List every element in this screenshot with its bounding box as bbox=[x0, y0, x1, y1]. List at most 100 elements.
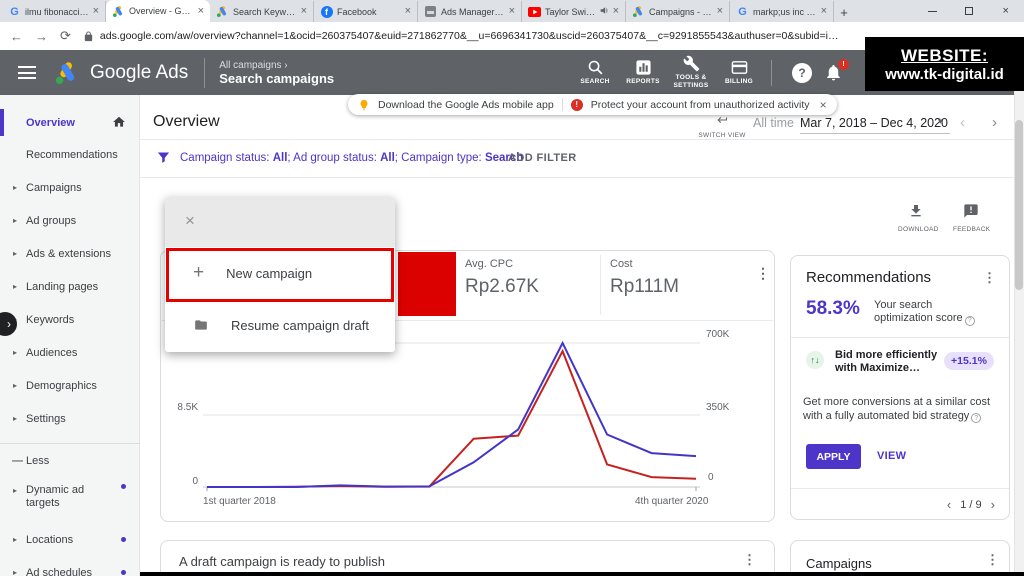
add-filter-button[interactable]: ADD FILTER bbox=[508, 152, 577, 164]
chevron-right-icon[interactable]: ▸ bbox=[13, 183, 18, 192]
apply-button[interactable]: APPLY bbox=[806, 444, 861, 469]
tab-close-icon[interactable]: × bbox=[92, 5, 99, 17]
filter-summary[interactable]: Campaign status: All; Ad group status: A… bbox=[180, 152, 524, 164]
sidebar-item-demographics[interactable]: ▸ Demographics bbox=[0, 369, 140, 402]
help-button[interactable]: ? bbox=[792, 62, 812, 83]
sidebar-item-ad-groups[interactable]: ▸ Ad groups bbox=[0, 204, 140, 237]
status-dot bbox=[121, 484, 126, 489]
sidebar-item-locations[interactable]: ▸ Locations bbox=[0, 523, 140, 556]
url-box[interactable]: ads.google.com/aw/overview?channel=1&oci… bbox=[83, 30, 1014, 42]
search-button[interactable]: SEARCH bbox=[571, 59, 619, 86]
menu-item-new-campaign[interactable]: + New campaign bbox=[193, 262, 313, 283]
breadcrumb-parent[interactable]: All campaigns › bbox=[219, 59, 288, 71]
chevron-right-icon[interactable]: ▸ bbox=[13, 216, 18, 225]
notifications-button[interactable]: ! bbox=[824, 58, 849, 83]
date-next-icon[interactable]: › bbox=[992, 114, 997, 131]
sidebar-navigation: Overview Recommendations ▸ Campaigns ▸ Ad gro… bbox=[0, 95, 140, 576]
back-icon[interactable]: ← bbox=[10, 28, 23, 44]
x-axis-label: 4th quarter 2020 bbox=[635, 496, 709, 507]
help-circle-icon[interactable]: ? bbox=[971, 413, 982, 424]
sidebar-item-landing-pages[interactable]: ▸ Landing pages bbox=[0, 270, 140, 303]
sidebar-item-ad-schedules[interactable]: ▸ Ad schedules bbox=[0, 556, 140, 576]
forward-icon[interactable]: → bbox=[35, 28, 48, 44]
close-window-button[interactable]: × bbox=[1002, 5, 1009, 17]
tab-audio-icon[interactable] bbox=[600, 6, 609, 17]
feedback-button[interactable]: FEEDBACK bbox=[953, 203, 990, 233]
chevron-right-icon[interactable]: ▸ bbox=[13, 568, 18, 576]
tab-title: Overview - Getrich bbox=[129, 6, 194, 16]
date-range-selector[interactable]: Mar 7, 2018 – Dec 4, 2020 bbox=[800, 116, 949, 130]
menu-close-icon[interactable]: × bbox=[185, 211, 195, 230]
chevron-right-icon[interactable]: ▸ bbox=[13, 486, 18, 495]
view-button[interactable]: VIEW bbox=[877, 450, 907, 462]
browser-tab[interactable]: Campaigns - Getri× bbox=[626, 1, 730, 22]
chevron-right-icon[interactable]: ▸ bbox=[13, 249, 18, 258]
sidebar-item-ads-extensions[interactable]: ▸ Ads & extensions bbox=[0, 237, 140, 270]
pager-next-icon[interactable]: › bbox=[990, 497, 995, 512]
campaigns-card-title: Campaigns bbox=[806, 556, 872, 571]
tab-close-icon[interactable]: × bbox=[404, 5, 411, 17]
tools-settings-button[interactable]: TOOLS & SETTINGS bbox=[667, 55, 715, 91]
reload-icon[interactable]: ⟳ bbox=[60, 28, 71, 43]
chevron-right-icon[interactable]: ▸ bbox=[13, 535, 18, 544]
tab-close-icon[interactable]: × bbox=[612, 5, 619, 17]
sidebar-item-overview[interactable]: Overview bbox=[0, 107, 140, 138]
chevron-right-icon[interactable]: ▸ bbox=[13, 348, 18, 357]
menu-item-resume-draft[interactable]: Resume campaign draft bbox=[165, 299, 395, 351]
tab-close-icon[interactable]: × bbox=[716, 5, 723, 17]
chevron-right-icon[interactable]: ▸ bbox=[13, 414, 18, 423]
recommendation-item-title[interactable]: Bid more efficiently with Maximize… bbox=[835, 349, 938, 374]
chevron-right-icon[interactable]: ▸ bbox=[13, 282, 18, 291]
browser-tab[interactable]: f Facebook × bbox=[314, 1, 418, 22]
help-circle-icon[interactable]: ? bbox=[964, 315, 975, 326]
address-bar: ← → ⟳ ads.google.com/aw/overview?channel… bbox=[0, 22, 1024, 50]
url-text: ads.google.com/aw/overview?channel=1&oci… bbox=[99, 30, 840, 42]
sidebar-item-less[interactable]: — Less bbox=[0, 444, 140, 477]
billing-button[interactable]: BILLING bbox=[715, 59, 763, 86]
page-scrollbar[interactable] bbox=[1014, 50, 1024, 576]
browser-tab[interactable]: Overview - Getrich× bbox=[106, 0, 210, 22]
card-menu-kebab-icon[interactable]: ⋮ bbox=[756, 265, 770, 281]
sidebar-item-keywords[interactable]: ▸Keywords bbox=[0, 303, 140, 336]
card-menu-kebab-icon[interactable]: ⋮ bbox=[983, 270, 996, 285]
sidebar-expand-button[interactable]: › bbox=[0, 312, 17, 336]
browser-tab[interactable]: Taylor Swift - S × bbox=[522, 1, 626, 22]
tab-close-icon[interactable]: × bbox=[197, 4, 204, 17]
tab-close-icon[interactable]: × bbox=[820, 5, 827, 17]
scrollbar-thumb[interactable] bbox=[1015, 120, 1023, 290]
notification-close-icon[interactable]: × bbox=[819, 97, 827, 112]
download-button[interactable]: DOWNLOAD bbox=[898, 203, 938, 233]
sidebar-item-campaigns[interactable]: ▸ Campaigns bbox=[0, 171, 140, 204]
new-tab-button[interactable]: + bbox=[840, 4, 848, 20]
window-controls: × bbox=[914, 0, 1024, 22]
menu-hamburger-icon[interactable] bbox=[18, 66, 36, 79]
reports-button[interactable]: REPORTS bbox=[619, 59, 667, 86]
sidebar-item-settings[interactable]: ▸ Settings bbox=[0, 402, 140, 435]
notification-message-1[interactable]: Download the Google Ads mobile app bbox=[378, 98, 554, 111]
tab-close-icon[interactable]: × bbox=[508, 5, 515, 17]
date-prev-icon[interactable]: ‹ bbox=[960, 114, 965, 131]
card-menu-kebab-icon[interactable]: ⋮ bbox=[743, 552, 756, 567]
chevron-right-icon[interactable]: ▸ bbox=[13, 381, 18, 390]
search-icon bbox=[588, 60, 602, 75]
sidebar-item-audiences[interactable]: ▸ Audiences bbox=[0, 336, 140, 369]
browser-tab[interactable]: Search Keywords -× bbox=[210, 1, 314, 22]
pager-prev-icon[interactable]: ‹ bbox=[946, 497, 952, 512]
card-menu-kebab-icon[interactable]: ⋮ bbox=[986, 552, 999, 567]
youtube-favicon-icon bbox=[528, 5, 541, 18]
minimize-button[interactable] bbox=[914, 0, 951, 22]
browser-tab[interactable]: Ads Manager - Ma× bbox=[418, 1, 522, 22]
left-axis-label: 0 bbox=[192, 476, 198, 487]
sidebar-item-dynamic-ad-targets[interactable]: ▸ Dynamic ad targets bbox=[0, 477, 140, 523]
switch-view-button[interactable]: SWITCH VIEW bbox=[692, 113, 752, 139]
sidebar-item-recommendations[interactable]: Recommendations bbox=[0, 138, 140, 171]
tab-close-icon[interactable]: × bbox=[300, 5, 307, 17]
chevron-down-icon[interactable]: ▾ bbox=[938, 116, 943, 126]
maximize-button[interactable] bbox=[951, 0, 988, 22]
tab-title: Facebook bbox=[337, 6, 377, 17]
optimization-score: 58.3% bbox=[806, 298, 860, 319]
notification-message-2[interactable]: Protect your account from unauthorized a… bbox=[590, 98, 810, 111]
breadcrumb[interactable]: All campaigns › Search campaigns bbox=[219, 60, 334, 86]
